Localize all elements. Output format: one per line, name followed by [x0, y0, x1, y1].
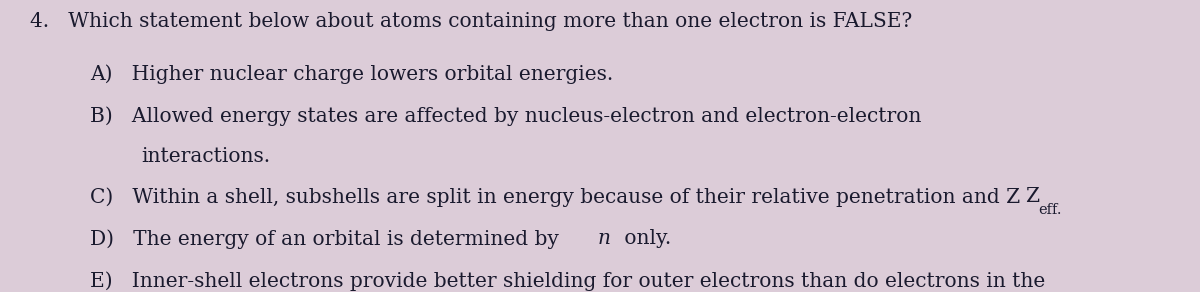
Text: Z: Z: [1025, 187, 1039, 206]
Text: n: n: [598, 229, 611, 248]
Text: E)   Inner-shell electrons provide better shielding for outer electrons than do : E) Inner-shell electrons provide better …: [90, 272, 1045, 291]
Text: only.: only.: [618, 229, 671, 248]
Text: A)   Higher nuclear charge lowers orbital energies.: A) Higher nuclear charge lowers orbital …: [90, 64, 613, 84]
Text: B)   Allowed energy states are affected by nucleus-electron and electron-electro: B) Allowed energy states are affected by…: [90, 107, 922, 126]
Text: eff.: eff.: [1038, 203, 1062, 217]
Text: D)   The energy of an orbital is determined by: D) The energy of an orbital is determine…: [90, 229, 565, 249]
Text: 4.   Which statement below about atoms containing more than one electron is FALS: 4. Which statement below about atoms con…: [30, 12, 912, 31]
Text: interactions.: interactions.: [142, 147, 271, 166]
Text: C)   Within a shell, subshells are split in energy because of their relative pen: C) Within a shell, subshells are split i…: [90, 187, 1020, 206]
